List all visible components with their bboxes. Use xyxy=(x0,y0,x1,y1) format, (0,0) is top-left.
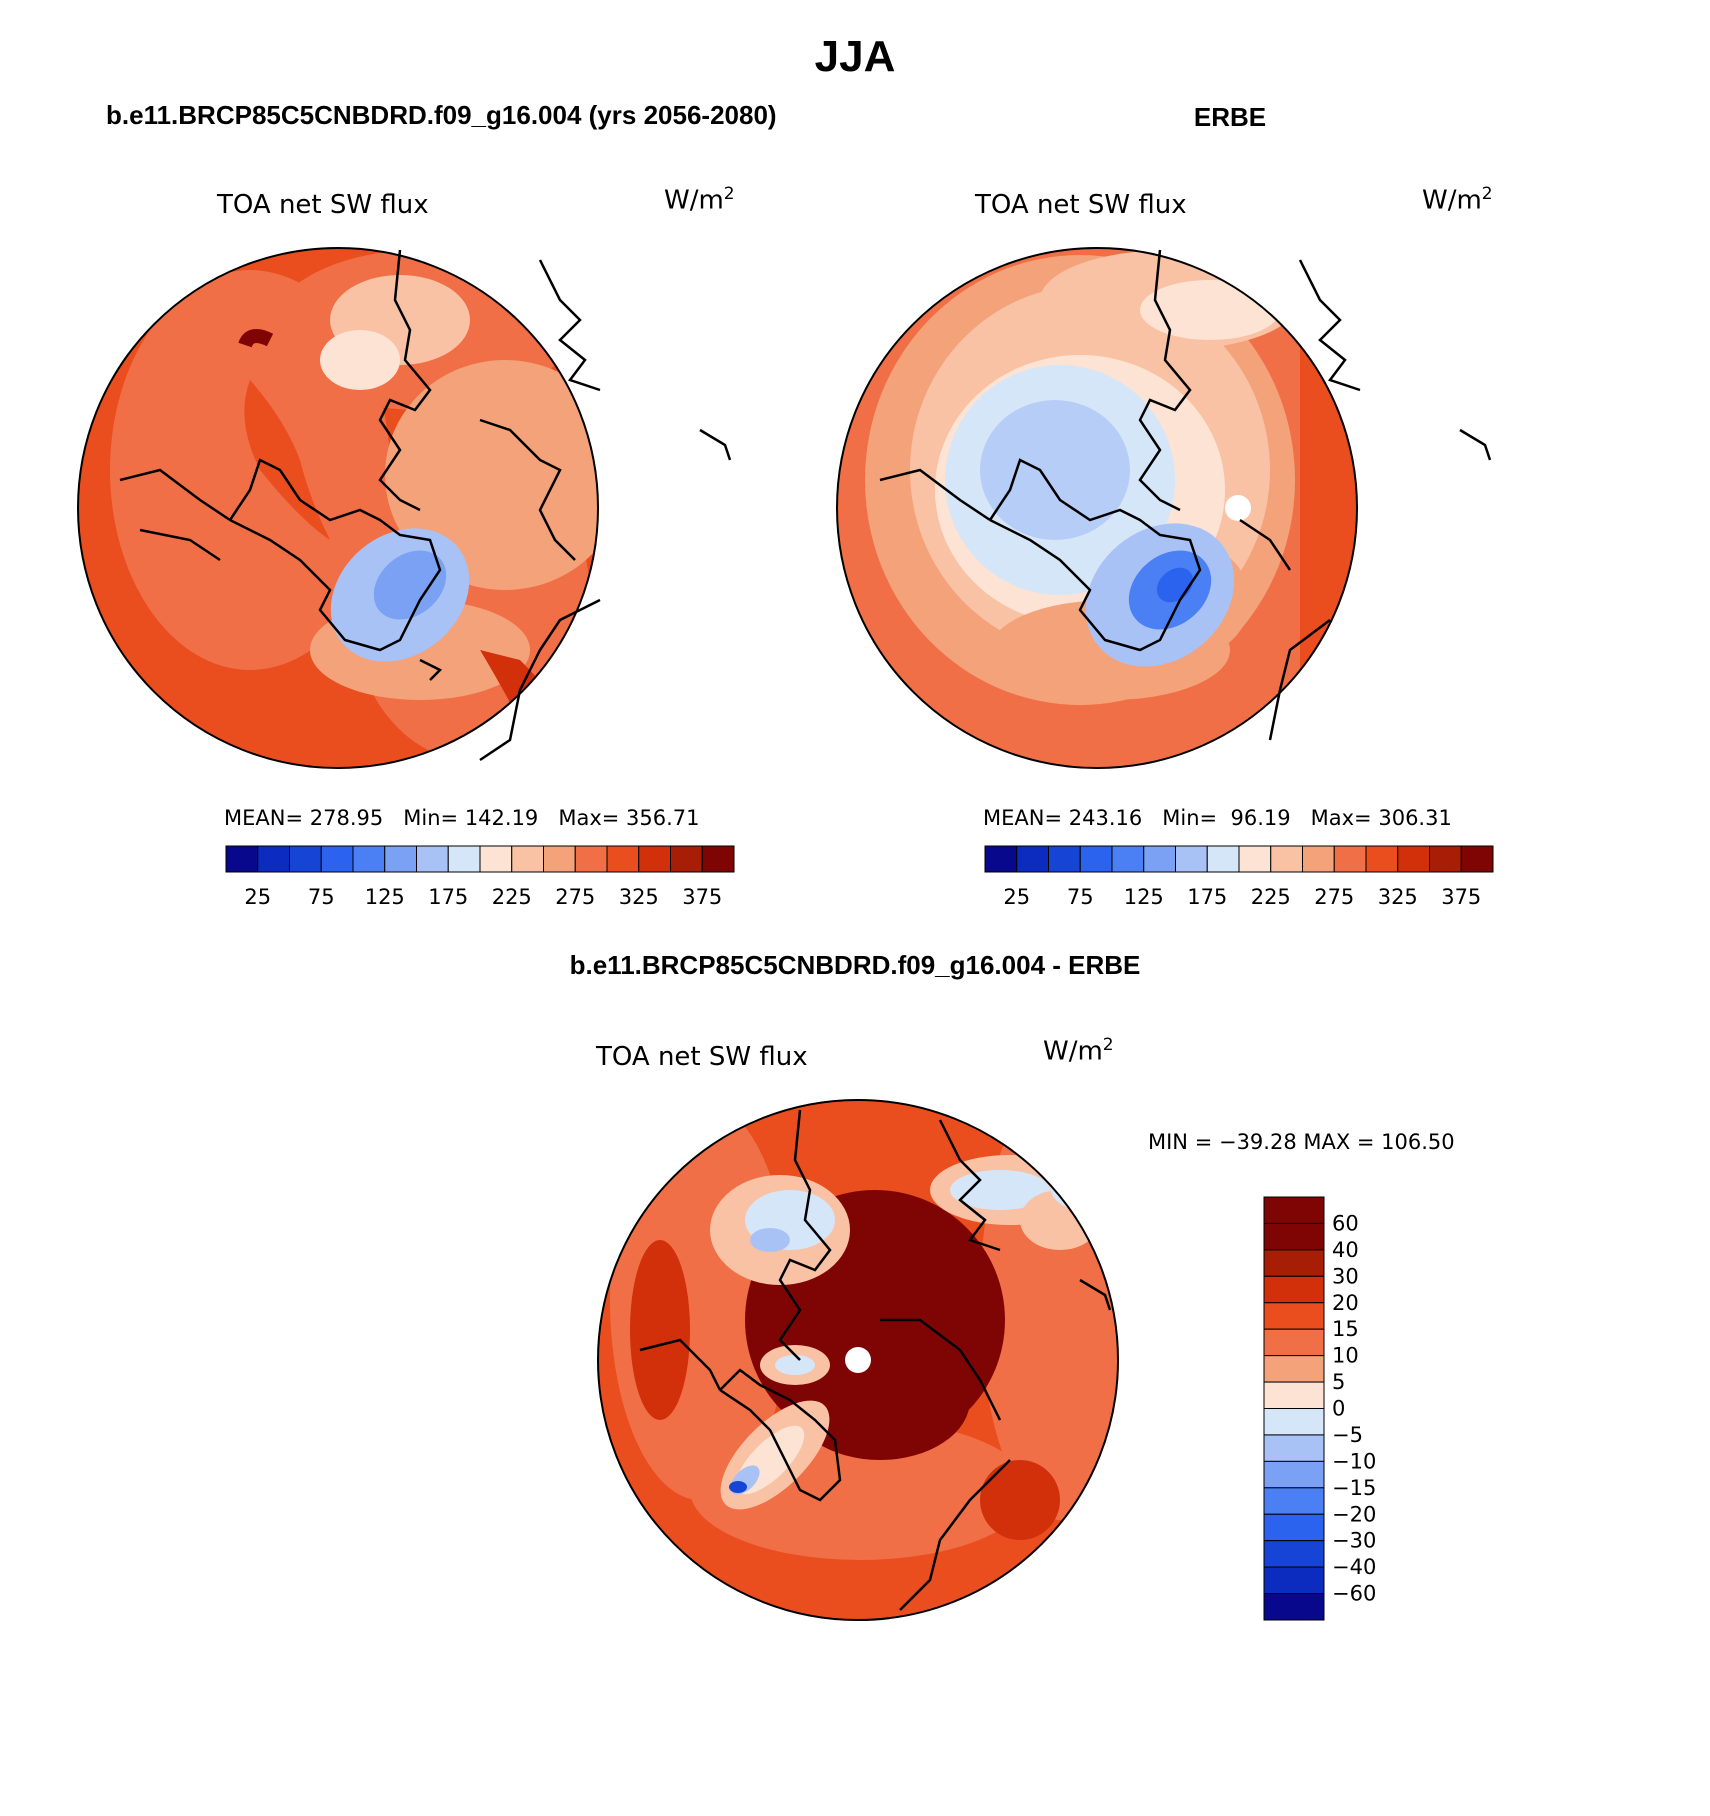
colorbar-tick-label: −20 xyxy=(1332,1502,1376,1526)
colorbar-swatch xyxy=(1460,845,1494,873)
colorbar-swatch xyxy=(1175,845,1208,873)
colorbar-tick-label: 75 xyxy=(308,885,335,909)
diff-polar-map xyxy=(597,1099,1119,1621)
colorbar-swatch xyxy=(1263,1196,1325,1224)
colorbar-tick-label: 15 xyxy=(1332,1317,1359,1341)
colorbar-swatch xyxy=(225,845,259,873)
colorbar-swatch xyxy=(543,845,576,873)
page-title: JJA xyxy=(814,32,896,81)
diff-units-label: W/m2 xyxy=(1043,1035,1114,1067)
colorbar-swatch xyxy=(1263,1460,1325,1489)
colorbar-swatch xyxy=(1263,1222,1325,1251)
colorbar-swatch xyxy=(1263,1434,1325,1462)
colorbar-tick-label: −10 xyxy=(1332,1449,1376,1473)
colorbar-swatch xyxy=(1079,845,1113,873)
colorbar-swatch xyxy=(447,845,481,873)
colorbar-tick-label: −60 xyxy=(1332,1582,1376,1606)
colorbar-swatch xyxy=(1270,845,1303,873)
colorbar-swatch xyxy=(1263,1249,1325,1277)
colorbar-swatch xyxy=(670,845,703,873)
colorbar-tick-label: 0 xyxy=(1332,1397,1345,1421)
colorbar-tick-label: 375 xyxy=(682,885,722,909)
colorbar-swatch xyxy=(1263,1593,1325,1621)
colorbar-tick-label: 20 xyxy=(1332,1291,1359,1315)
colorbar-swatch xyxy=(1206,845,1240,873)
colorbar-tick-label: 25 xyxy=(1003,885,1030,909)
colorbar-swatch xyxy=(1263,1566,1325,1595)
diff-minmax: MIN = −39.28 MAX = 106.50 xyxy=(1148,1130,1455,1154)
colorbar-swatch xyxy=(479,845,513,873)
colorbar-tick-label: 25 xyxy=(244,885,271,909)
obs-colorbar: 25 75 125 175 225 275 325 375 xyxy=(984,845,1494,909)
colorbar-tick-label: 325 xyxy=(1378,885,1418,909)
colorbar-swatch xyxy=(416,845,449,873)
colorbar-swatch xyxy=(289,845,322,873)
colorbar-swatch xyxy=(1263,1328,1325,1357)
colorbar-swatch xyxy=(1263,1408,1325,1436)
colorbar-swatch xyxy=(1263,1355,1325,1383)
colorbar-swatch xyxy=(1397,845,1430,873)
colorbar-tick-label: 75 xyxy=(1067,885,1094,909)
colorbar-tick-label: 225 xyxy=(492,885,532,909)
colorbar-swatch xyxy=(1263,1381,1325,1409)
diff-field-label: TOA net SW flux xyxy=(596,1042,808,1072)
colorbar-tick-label: 175 xyxy=(1187,885,1227,909)
colorbar-tick-label: 40 xyxy=(1332,1238,1359,1262)
colorbar-swatch xyxy=(257,845,290,873)
model-field-label: TOA net SW flux xyxy=(217,190,429,220)
colorbar-tick-label: 175 xyxy=(428,885,468,909)
colorbar-swatch xyxy=(1048,845,1081,873)
colorbar-tick-label: −5 xyxy=(1332,1423,1363,1447)
colorbar-tick-label: 375 xyxy=(1441,885,1481,909)
colorbar-tick-label: 325 xyxy=(619,885,659,909)
colorbar-swatch xyxy=(1429,845,1462,873)
colorbar-swatch xyxy=(1263,1275,1325,1304)
model-colorbar: 25 75 125 175 225 275 325 375 xyxy=(225,845,735,909)
obs-field-label: TOA net SW flux xyxy=(975,190,1187,220)
colorbar-swatch xyxy=(1238,845,1272,873)
obs-stats: MEAN= 243.16 Min= 96.19 Max= 306.31 xyxy=(983,806,1452,830)
obs-panel-header: ERBE xyxy=(1193,102,1267,132)
colorbar-tick-label: 275 xyxy=(555,885,595,909)
colorbar-swatch xyxy=(1016,845,1049,873)
colorbar-swatch xyxy=(1302,845,1335,873)
colorbar-swatch xyxy=(701,845,735,873)
colorbar-tick-label: 5 xyxy=(1332,1370,1345,1394)
colorbar-swatch xyxy=(384,845,417,873)
colorbar-swatch xyxy=(511,845,544,873)
model-units-label: W/m2 xyxy=(664,184,735,216)
colorbar-tick-label: 225 xyxy=(1251,885,1291,909)
colorbar-tick-label: 60 xyxy=(1332,1211,1359,1235)
colorbar-swatch xyxy=(1263,1513,1325,1542)
colorbar-tick-label: 10 xyxy=(1332,1344,1359,1368)
colorbar-swatch xyxy=(1263,1540,1325,1568)
colorbar-tick-label: 30 xyxy=(1332,1264,1359,1288)
model-panel-header: b.e11.BRCP85C5CNBDRD.f09_g16.004 (yrs 20… xyxy=(106,100,777,130)
colorbar-swatch xyxy=(320,845,354,873)
colorbar-tick-label: −40 xyxy=(1332,1555,1376,1579)
colorbar-tick-label: 275 xyxy=(1314,885,1354,909)
colorbar-tick-label: −15 xyxy=(1332,1476,1376,1500)
obs-polar-map xyxy=(836,247,1492,769)
colorbar-swatch xyxy=(574,845,608,873)
colorbar-swatch xyxy=(1263,1487,1325,1515)
colorbar-tick-label: −30 xyxy=(1332,1529,1376,1553)
colorbar-swatch xyxy=(984,845,1018,873)
colorbar-tick-label: 125 xyxy=(1124,885,1164,909)
colorbar-swatch xyxy=(352,845,386,873)
model-polar-map xyxy=(77,247,732,769)
colorbar-tick-label: 125 xyxy=(365,885,405,909)
colorbar-swatch xyxy=(1333,845,1367,873)
diff-panel-header: b.e11.BRCP85C5CNBDRD.f09_g16.004 - ERBE xyxy=(569,950,1141,980)
colorbar-swatch xyxy=(606,845,640,873)
colorbar-swatch xyxy=(1263,1302,1325,1330)
model-stats: MEAN= 278.95 Min= 142.19 Max= 356.71 xyxy=(224,806,700,830)
colorbar-swatch xyxy=(1365,845,1399,873)
colorbar-swatch xyxy=(638,845,671,873)
colorbar-swatch xyxy=(1111,845,1145,873)
colorbar-swatch xyxy=(1143,845,1176,873)
obs-units-label: W/m2 xyxy=(1422,184,1493,216)
